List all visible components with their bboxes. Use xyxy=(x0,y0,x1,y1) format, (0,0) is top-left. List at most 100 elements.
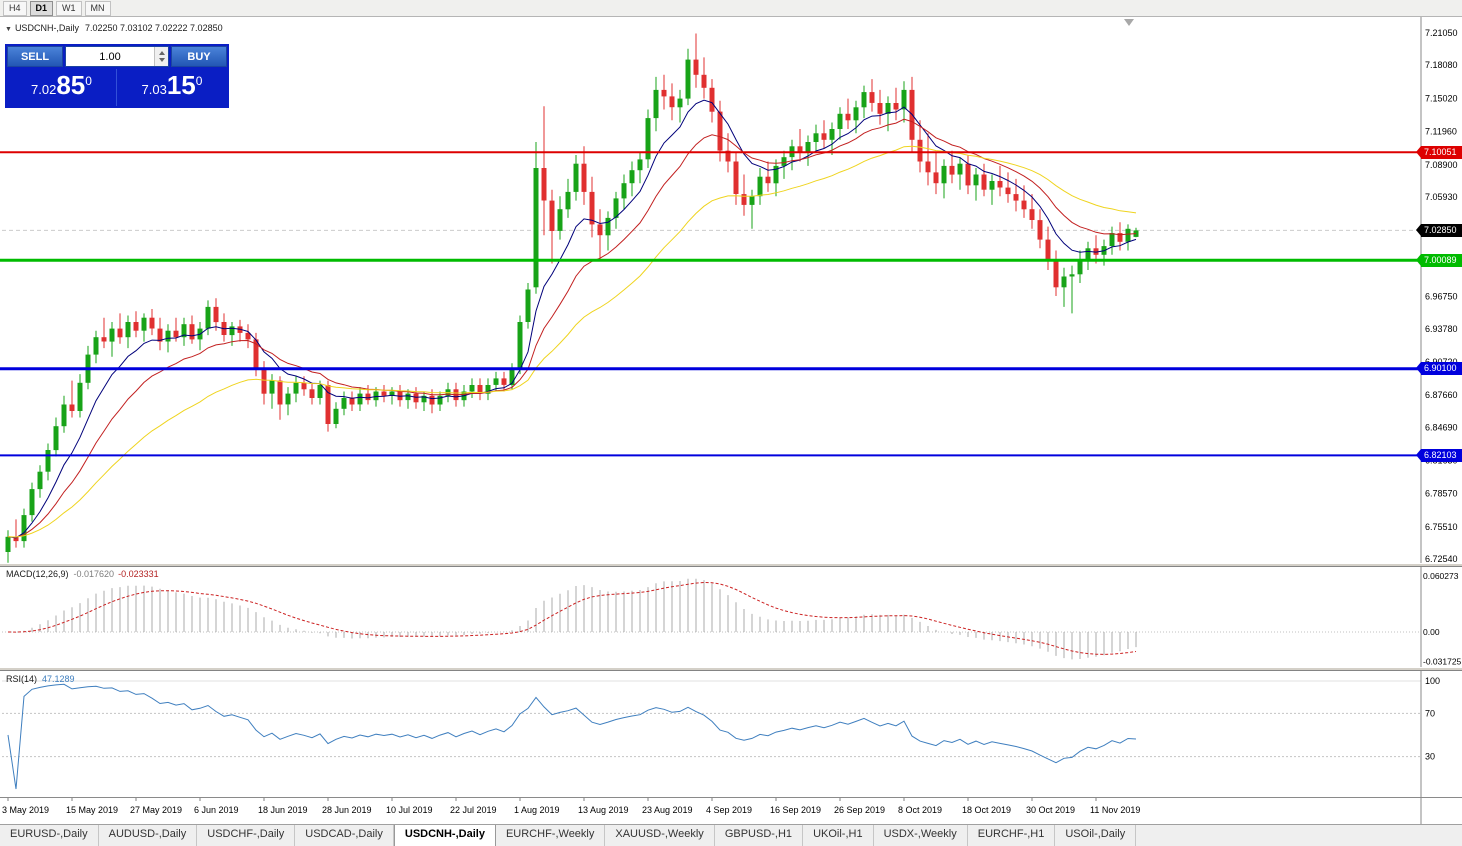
volume-spinner xyxy=(154,47,168,66)
chart-tab-usoil-daily[interactable]: USOil-,Daily xyxy=(1055,825,1137,846)
price-tag-arrow-icon xyxy=(1416,362,1421,375)
buy-price-sup: 0 xyxy=(195,74,203,88)
rsi-axis: 100 70 30 xyxy=(1425,676,1440,762)
date-axis-label: 30 Oct 2019 xyxy=(1026,805,1075,815)
one-click-toggle-icon[interactable]: ▼ xyxy=(5,26,12,33)
macd-axis: 0.060273 0.00 -0.031725 xyxy=(1423,571,1462,667)
timeframe-button-h4[interactable]: H4 xyxy=(3,0,27,16)
date-axis-label: 18 Oct 2019 xyxy=(962,805,1011,815)
candles xyxy=(5,33,1139,563)
chart-shift-icon[interactable] xyxy=(1124,19,1134,26)
rsi-label: RSI(14) 47.1289 xyxy=(6,674,75,684)
price-axis-label: 6.87660 xyxy=(1425,390,1458,400)
price-tag-7.10051[interactable]: 7.10051 xyxy=(1416,145,1462,159)
sell-button[interactable]: SELL xyxy=(7,46,63,67)
chart-tab-xauusd-weekly[interactable]: XAUUSD-,Weekly xyxy=(605,825,715,846)
sell-price[interactable]: 7.02 85 0 xyxy=(7,69,117,106)
price-axis-label: 6.96750 xyxy=(1425,292,1458,302)
price-axis-label: 7.21050 xyxy=(1425,28,1458,38)
date-axis-label: 26 Sep 2019 xyxy=(834,805,885,815)
price-axis-label: 6.84690 xyxy=(1425,422,1458,432)
chart-tab-audusd-daily[interactable]: AUDUSD-,Daily xyxy=(99,825,198,846)
chart-title-ohlc: 7.02250 7.03102 7.02222 7.02850 xyxy=(84,23,223,33)
price-tag-6.90100[interactable]: 6.90100 xyxy=(1416,362,1462,376)
volume-value: 1.00 xyxy=(99,50,121,63)
one-click-trading-panel: SELL 1.00 BUY 7.02 85 0 7.03 15 0 xyxy=(5,44,229,108)
ma-slow-line xyxy=(7,145,1137,538)
chart-area: 7.21050 7.18080 7.15020 7.11960 7.08900 7.059… xyxy=(0,17,1462,824)
buy-price-big: 15 xyxy=(166,70,196,100)
ma-mid-line xyxy=(7,118,1137,538)
date-axis-label: 1 Aug 2019 xyxy=(514,805,560,815)
rsi-axis-label: 70 xyxy=(1425,708,1435,718)
rsi-axis-label: 30 xyxy=(1425,752,1435,762)
price-tag-arrow-icon xyxy=(1416,253,1421,266)
chart-tab-bar: EURUSD-,Daily AUDUSD-,Daily USDCHF-,Daily U… xyxy=(0,824,1462,846)
chart-canvas: 7.21050 7.18080 7.15020 7.11960 7.08900 7.059… xyxy=(0,17,1462,824)
date-axis-label: 6 Jun 2019 xyxy=(194,805,239,815)
volume-down-icon[interactable] xyxy=(158,58,165,62)
timeframe-toolbar: H4 D1 W1 MN xyxy=(0,0,1462,17)
buy-button[interactable]: BUY xyxy=(171,46,227,67)
chart-tab-eurusd-daily[interactable]: EURUSD-,Daily xyxy=(0,825,99,846)
volume-input[interactable]: 1.00 xyxy=(65,46,169,67)
sell-price-small: 7.02 xyxy=(31,82,57,97)
price-axis-label: 6.75510 xyxy=(1425,522,1458,532)
date-axis-label: 15 May 2019 xyxy=(66,805,118,815)
price-tag-arrow-icon xyxy=(1416,145,1421,158)
date-axis-label: 11 Nov 2019 xyxy=(1090,805,1140,815)
price-axis-label: 6.78570 xyxy=(1425,489,1458,499)
macd-value-main: -0.017620 xyxy=(73,569,115,579)
price-axis-label: 6.93780 xyxy=(1425,324,1458,334)
date-axis-label: 23 Aug 2019 xyxy=(642,805,693,815)
ma-fast-line xyxy=(7,99,1137,539)
macd-name: MACD(12,26,9) xyxy=(6,569,69,579)
macd-axis-label: 0.00 xyxy=(1423,627,1440,637)
timeframe-button-mn[interactable]: MN xyxy=(84,0,111,16)
date-axis-label: 8 Oct 2019 xyxy=(898,805,942,815)
date-axis-label: 27 May 2019 xyxy=(130,805,182,815)
horizontal-lines xyxy=(0,151,1421,457)
macd-value-signal: -0.023331 xyxy=(118,569,159,579)
macd-axis-label: -0.031725 xyxy=(1423,657,1462,667)
price-axis-label: 7.08900 xyxy=(1425,160,1458,170)
timeframe-button-d1[interactable]: D1 xyxy=(29,0,54,16)
date-axis-label: 10 Jul 2019 xyxy=(386,805,433,815)
macd-label: MACD(12,26,9) -0.017620 -0.023331 xyxy=(6,569,159,579)
date-axis: 3 May 2019 15 May 2019 27 May 2019 6 Jun 20… xyxy=(2,797,1140,815)
sell-price-sup: 0 xyxy=(85,74,92,88)
price-tag-7.02850: 7.02850 xyxy=(1416,223,1462,237)
volume-up-icon[interactable] xyxy=(158,51,165,55)
date-axis-label: 3 May 2019 xyxy=(2,805,49,815)
pane-separator[interactable] xyxy=(0,667,1462,671)
timeframe-button-w1[interactable]: W1 xyxy=(56,0,82,16)
rsi-axis-label: 100 xyxy=(1425,676,1440,686)
chart-tab-eurchf-h1[interactable]: EURCHF-,H1 xyxy=(968,825,1056,846)
price-axis-label: 7.18080 xyxy=(1425,60,1458,70)
price-tag-6.82103[interactable]: 6.82103 xyxy=(1416,448,1462,462)
price-axis-label: 7.15020 xyxy=(1425,93,1458,103)
date-axis-label: 18 Jun 2019 xyxy=(258,805,308,815)
rsi-value: 47.1289 xyxy=(42,674,75,684)
chart-title-symbol: USDCNH-,Daily xyxy=(14,23,79,33)
price-axis: 7.21050 7.18080 7.15020 7.11960 7.08900 7.059… xyxy=(1425,28,1458,564)
price-tag-arrow-icon xyxy=(1416,448,1421,461)
date-axis-label: 13 Aug 2019 xyxy=(578,805,629,815)
buy-price[interactable]: 7.03 15 0 xyxy=(117,69,227,106)
chart-tab-gbpusd-h1[interactable]: GBPUSD-,H1 xyxy=(715,825,804,846)
rsi-name: RSI(14) xyxy=(6,674,38,684)
chart-tab-eurchf-weekly[interactable]: EURCHF-,Weekly xyxy=(496,825,606,846)
date-axis-label: 4 Sep 2019 xyxy=(706,805,752,815)
rsi-line xyxy=(7,683,1137,790)
buy-price-small: 7.03 xyxy=(141,82,167,97)
chart-tab-usdx-weekly[interactable]: USDX-,Weekly xyxy=(874,825,968,846)
chart-tab-ukoil-h1[interactable]: UKOil-,H1 xyxy=(803,825,874,846)
macd-signal-line xyxy=(7,581,1137,655)
price-tag-7.00089[interactable]: 7.00089 xyxy=(1416,253,1462,267)
chart-tab-usdchf-daily[interactable]: USDCHF-,Daily xyxy=(197,825,296,846)
chart-tab-usdcnh-daily[interactable]: USDCNH-,Daily xyxy=(393,825,496,846)
pane-separator[interactable] xyxy=(0,563,1462,567)
chart-tab-usdcad-daily[interactable]: USDCAD-,Daily xyxy=(295,825,394,846)
price-axis-label: 7.11960 xyxy=(1425,127,1457,137)
